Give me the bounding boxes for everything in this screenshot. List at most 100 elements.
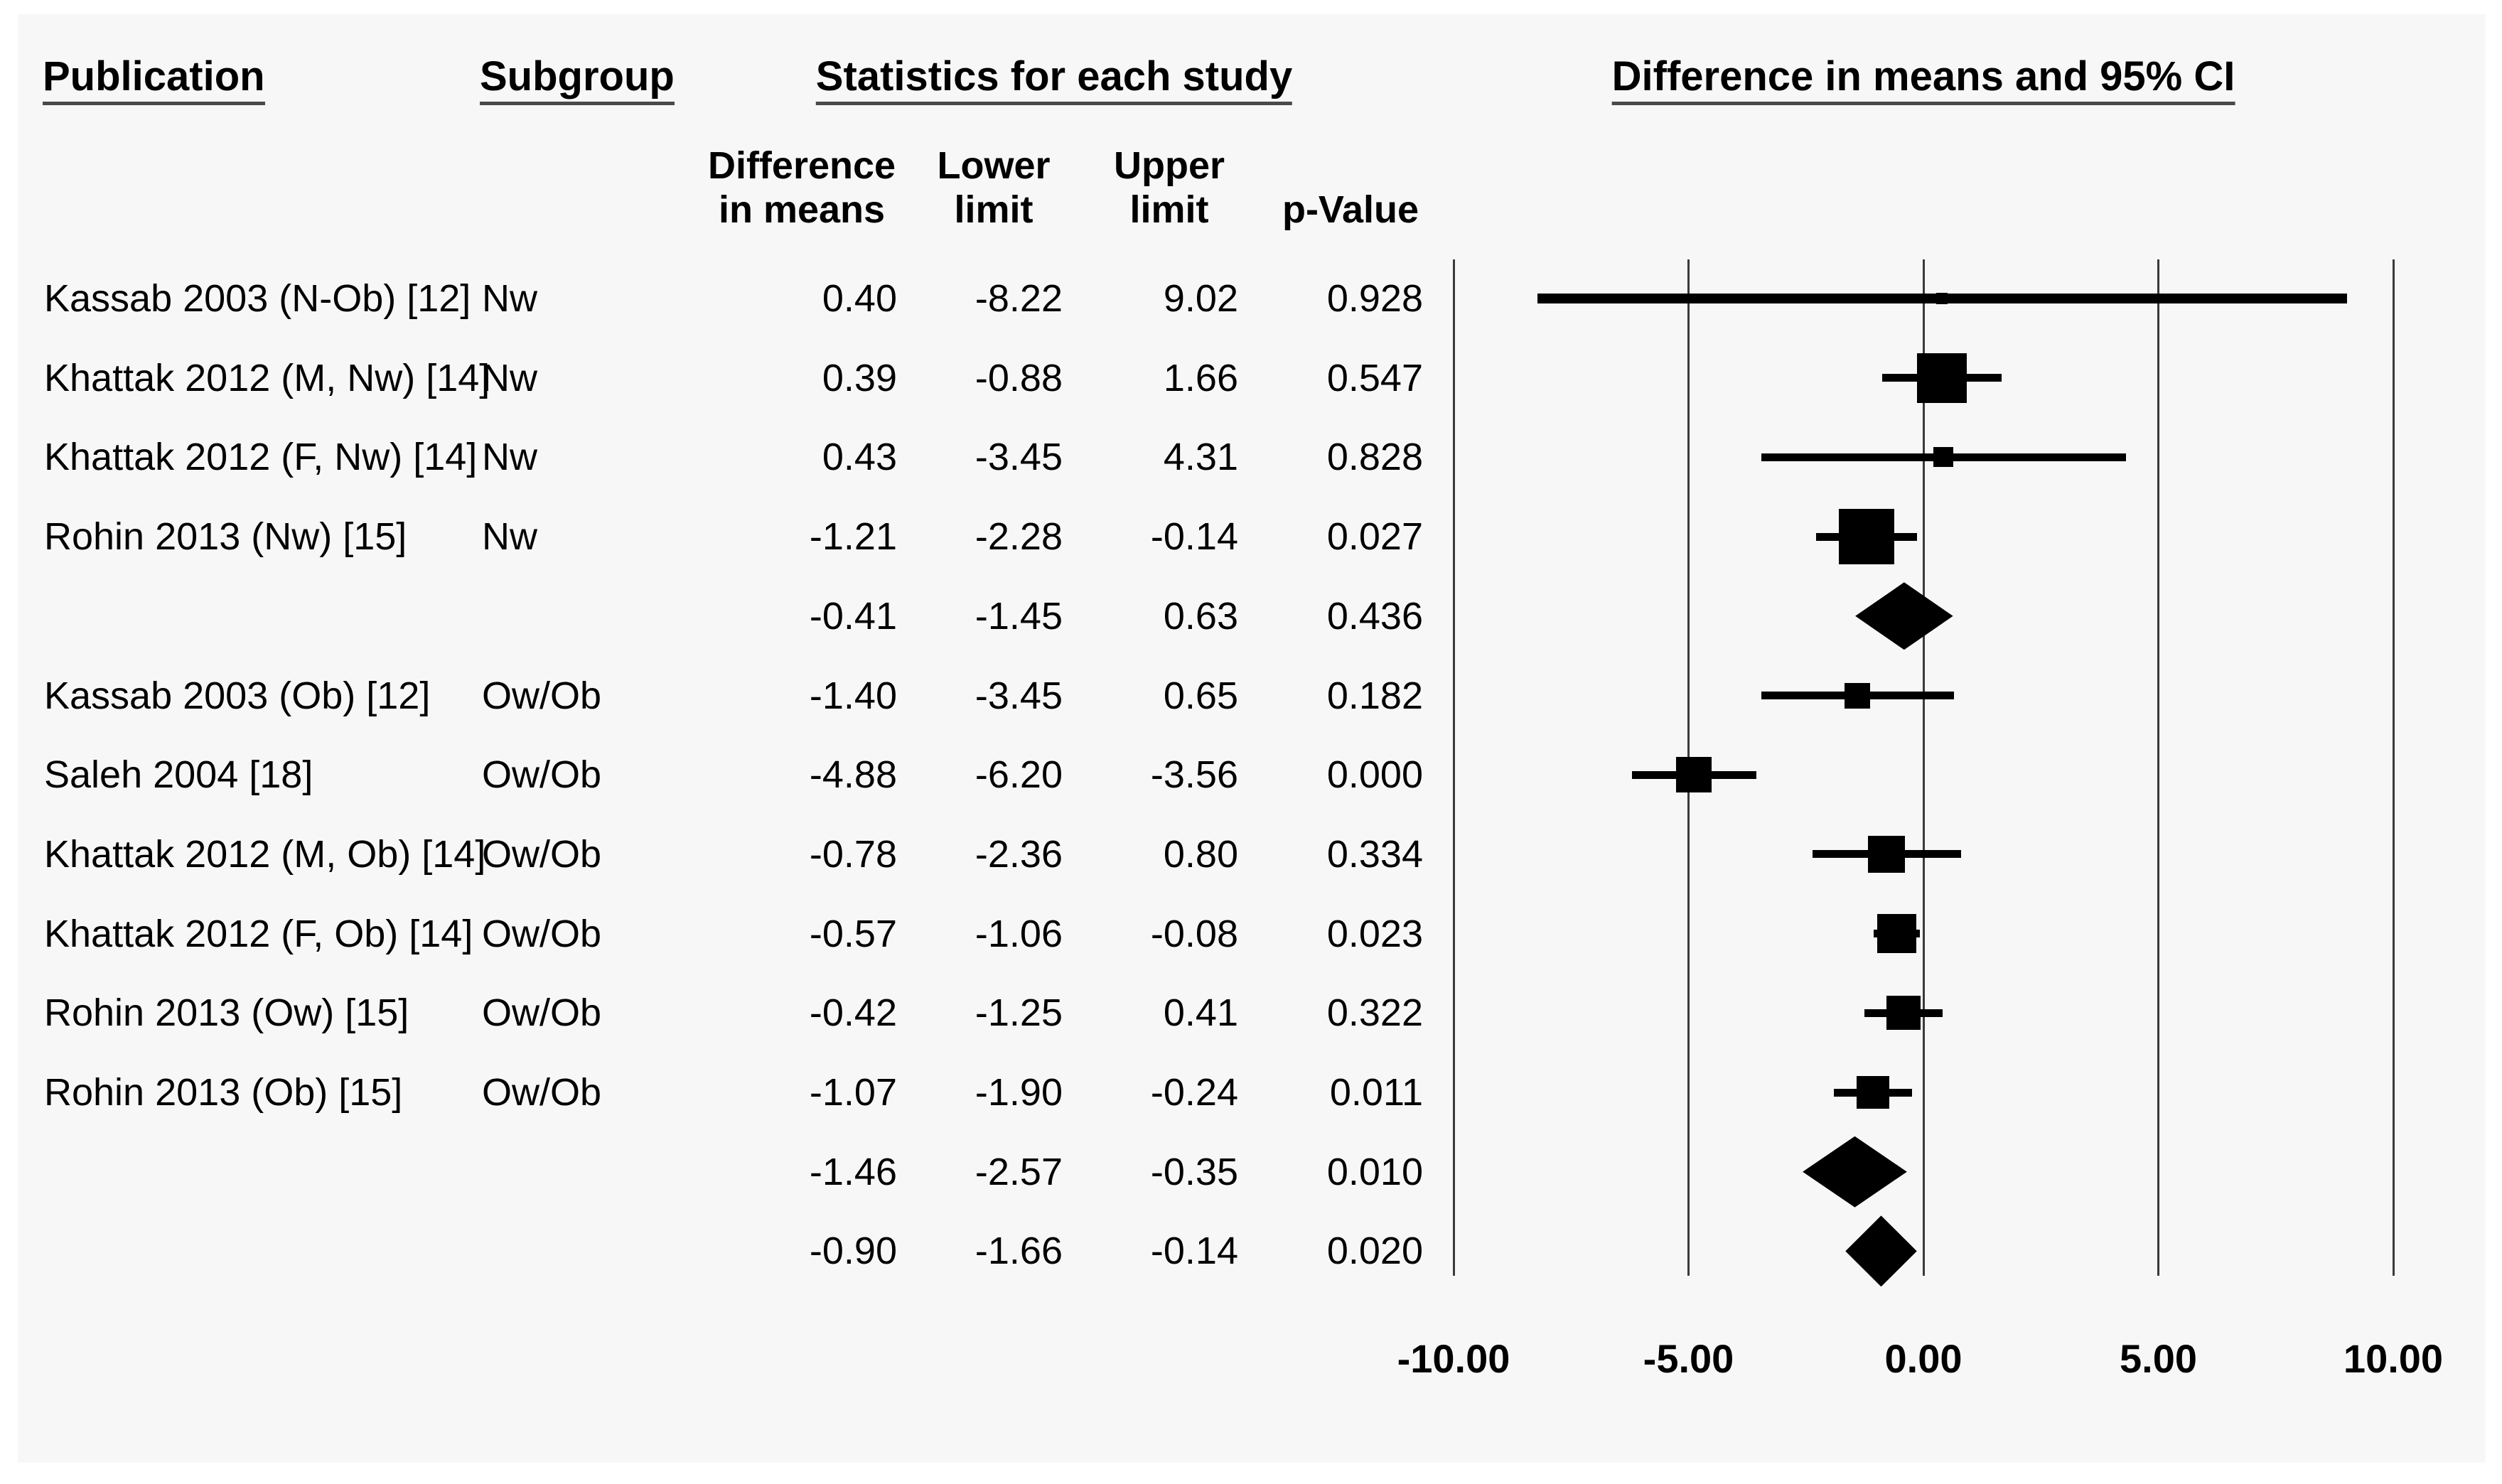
point-estimate-square — [1936, 293, 1948, 304]
x-axis-tick-label: -5.00 — [1643, 1336, 1734, 1381]
upper-limit-cell: -0.35 — [1150, 1150, 1238, 1193]
point-estimate-square — [1845, 682, 1871, 709]
publication-cell: Kassab 2003 (N-Ob) [12] — [44, 277, 471, 320]
diff-in-means-cell: -0.41 — [809, 594, 897, 638]
subgroup-cell: Nw — [482, 277, 537, 320]
gridline--10.00 — [1452, 259, 1455, 1276]
p-value-cell: 0.436 — [1326, 594, 1423, 638]
point-estimate-square — [1933, 447, 1954, 468]
p-value-cell: 0.011 — [1329, 1071, 1423, 1114]
lower-limit-cell: -1.45 — [975, 594, 1063, 638]
publication-cell: Khattak 2012 (F, Ob) [14] — [44, 912, 473, 955]
p-value-cell: 0.027 — [1326, 515, 1423, 559]
subgroup-cell: Ow/Ob — [482, 991, 602, 1035]
x-axis-tick-label: -10.00 — [1397, 1336, 1510, 1381]
diff-in-means-cell: -1.07 — [809, 1071, 897, 1114]
subgroup-cell: Ow/Ob — [482, 912, 602, 955]
diff-in-means-cell: 0.39 — [822, 356, 897, 399]
p-value-cell: 0.182 — [1326, 674, 1423, 717]
lower-limit-column-header: Lower limit — [937, 144, 1051, 231]
diff-in-means-cell: -0.78 — [809, 832, 897, 876]
gridline-10.00 — [2392, 259, 2395, 1276]
diff-in-means-cell: -1.21 — [809, 515, 897, 559]
subgroup-cell: Ow/Ob — [482, 753, 602, 797]
p-value-cell: 0.322 — [1326, 991, 1423, 1035]
lower-limit-cell: -2.36 — [975, 832, 1063, 876]
gridline-0.00 — [1922, 259, 1925, 1276]
publication-column-header: Publication — [43, 56, 265, 105]
x-axis-tick-label: 0.00 — [1884, 1336, 1963, 1381]
diff-in-means-cell: -0.42 — [809, 991, 897, 1035]
diff-in-means-cell: 0.43 — [822, 436, 897, 479]
p-value-cell: 0.023 — [1326, 912, 1423, 955]
upper-limit-cell: 0.41 — [1163, 991, 1238, 1035]
statistics-section-header: Statistics for each study — [815, 56, 1293, 105]
upper-limit-cell: 0.63 — [1163, 594, 1238, 638]
subgroup-column-header: Subgroup — [480, 56, 675, 105]
lower-limit-cell: -6.20 — [975, 753, 1063, 797]
diff-in-means-cell: 0.40 — [822, 277, 897, 320]
x-axis-tick-label: 10.00 — [2343, 1336, 2444, 1381]
point-estimate-square — [1876, 914, 1916, 954]
p-value-cell: 0.000 — [1326, 753, 1423, 797]
diff-in-means-cell: -1.40 — [809, 674, 897, 717]
point-estimate-square — [1868, 835, 1906, 873]
subgroup-cell: Nw — [482, 356, 537, 399]
diff-in-means-cell: -0.90 — [809, 1230, 897, 1273]
publication-cell: Khattak 2012 (M, Nw) [14] — [44, 356, 490, 399]
lower-limit-cell: -0.88 — [975, 356, 1063, 399]
subgroup-cell: Ow/Ob — [482, 1071, 602, 1114]
subgroup-cell: Nw — [482, 515, 537, 559]
point-estimate-square — [1886, 996, 1921, 1031]
gridline-5.00 — [2157, 259, 2159, 1276]
p-value-cell: 0.828 — [1326, 436, 1423, 479]
p-value-column-header: p-Value — [1282, 188, 1419, 231]
publication-cell: Rohin 2013 (Nw) [15] — [44, 515, 407, 559]
p-value-cell: 0.928 — [1326, 277, 1423, 320]
upper-limit-cell: -0.08 — [1150, 912, 1238, 955]
publication-cell: Khattak 2012 (M, Ob) [14] — [44, 832, 486, 876]
publication-cell: Rohin 2013 (Ow) [15] — [44, 991, 409, 1035]
upper-limit-column-header: Upper limit — [1113, 144, 1225, 231]
upper-limit-cell: 0.65 — [1163, 674, 1238, 717]
subgroup-cell: Ow/Ob — [482, 832, 602, 876]
upper-limit-cell: -0.14 — [1150, 515, 1238, 559]
upper-limit-cell: 9.02 — [1163, 277, 1238, 320]
x-axis-tick-label: 5.00 — [2120, 1336, 2197, 1381]
publication-cell: Saleh 2004 [18] — [44, 753, 313, 797]
subgroup-cell: Nw — [482, 436, 537, 479]
diff-in-means-cell: -0.57 — [809, 912, 897, 955]
publication-cell: Khattak 2012 (F, Nw) [14] — [44, 436, 478, 479]
upper-limit-cell: 4.31 — [1163, 436, 1238, 479]
subgroup-cell: Ow/Ob — [482, 674, 602, 717]
upper-limit-cell: 1.66 — [1163, 356, 1238, 399]
lower-limit-cell: -1.66 — [975, 1230, 1063, 1273]
lower-limit-cell: -3.45 — [975, 436, 1063, 479]
lower-limit-cell: -1.06 — [975, 912, 1063, 955]
upper-limit-cell: -0.14 — [1150, 1230, 1238, 1273]
point-estimate-square — [1676, 757, 1712, 793]
plot-section-header: Difference in means and 95% CI — [1611, 56, 2235, 105]
difference-in-means-column-header: Difference in means — [707, 144, 896, 231]
upper-limit-cell: -3.56 — [1150, 753, 1238, 797]
lower-limit-cell: -1.25 — [975, 991, 1063, 1035]
diff-in-means-cell: -1.46 — [809, 1150, 897, 1193]
p-value-cell: 0.334 — [1326, 832, 1423, 876]
p-value-cell: 0.020 — [1326, 1230, 1423, 1273]
lower-limit-cell: -1.90 — [975, 1071, 1063, 1114]
figure-background — [18, 14, 2486, 1463]
point-estimate-square — [1839, 509, 1895, 565]
publication-cell: Rohin 2013 (Ob) [15] — [44, 1071, 403, 1114]
lower-limit-cell: -2.57 — [975, 1150, 1063, 1193]
lower-limit-cell: -3.45 — [975, 674, 1063, 717]
point-estimate-square — [1857, 1076, 1890, 1109]
p-value-cell: 0.010 — [1326, 1150, 1423, 1193]
publication-cell: Kassab 2003 (Ob) [12] — [44, 674, 431, 717]
upper-limit-cell: 0.80 — [1163, 832, 1238, 876]
lower-limit-cell: -2.28 — [975, 515, 1063, 559]
lower-limit-cell: -8.22 — [975, 277, 1063, 320]
diff-in-means-cell: -4.88 — [809, 753, 897, 797]
upper-limit-cell: -0.24 — [1150, 1071, 1238, 1114]
p-value-cell: 0.547 — [1326, 356, 1423, 399]
